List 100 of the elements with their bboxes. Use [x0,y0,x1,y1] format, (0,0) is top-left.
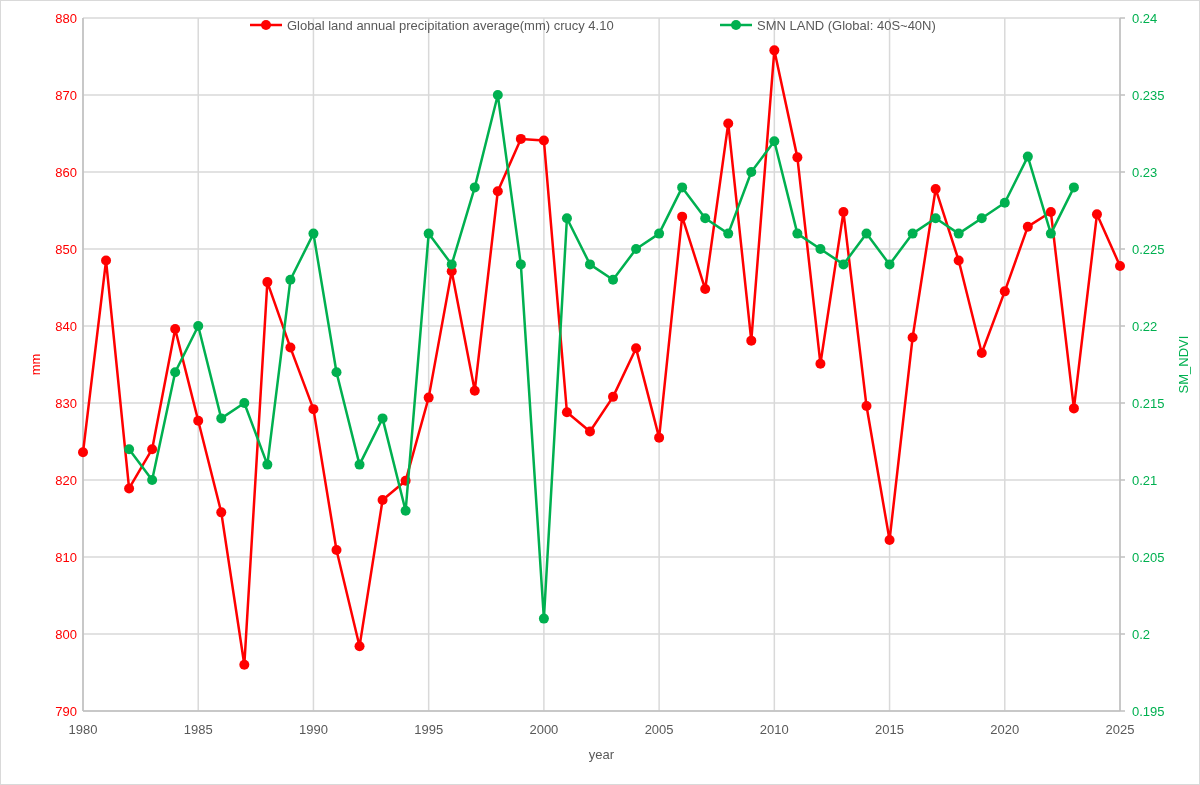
point [700,284,711,295]
y-tick-label: 840 [55,319,77,334]
point [285,274,296,285]
point [1045,228,1056,239]
point [469,385,480,396]
y2-tick-label: 0.215 [1132,396,1165,411]
point [930,183,941,194]
point [999,197,1010,208]
point [170,367,181,378]
point [608,391,619,402]
point [792,152,803,163]
point [976,347,987,358]
point [170,324,181,335]
point [1045,207,1056,218]
point [423,228,434,239]
point [285,342,296,353]
y-tick-label: 800 [55,627,77,642]
point [262,277,273,288]
point [147,444,158,455]
point [446,259,457,270]
point [331,367,342,378]
point [216,507,227,518]
point [492,186,503,197]
point [884,259,895,270]
point [1022,151,1033,162]
point [953,255,964,266]
point [1068,182,1079,193]
point [193,415,204,426]
point [492,90,503,100]
point [815,358,826,369]
point [999,286,1010,297]
y-tick-label: 850 [55,242,77,257]
y-axis-title: mm [28,353,43,376]
x-tick-label: 2010 [759,722,789,737]
point [78,447,88,458]
point [792,228,803,239]
point [746,335,757,346]
point [677,211,688,222]
point [1022,221,1033,232]
y-tick-label: 830 [55,396,77,411]
point [262,459,273,470]
point [1068,403,1079,414]
y-tick-label: 880 [55,11,77,26]
point [239,659,250,670]
y2-tick-label: 0.21 [1132,473,1158,488]
point [769,136,780,147]
point [354,459,365,470]
point [124,444,135,455]
y2-tick-label: 0.235 [1132,88,1165,103]
point [769,45,780,56]
point [746,167,757,177]
x-tick-label: 1985 [183,722,213,737]
y2-tick-label: 0.205 [1132,550,1165,565]
legend-label: Global land annual precipitation average(mm) crucy 4.10 [287,18,614,33]
y2-tick-label: 0.195 [1132,704,1165,719]
point [469,182,480,193]
point [654,432,665,443]
x-tick-label: 2000 [529,722,559,737]
point [976,213,987,224]
point [654,228,665,239]
y-tick-label: 860 [55,165,77,180]
y-tick-label: 810 [55,550,77,565]
point [1091,209,1102,220]
y2-tick-label: 0.24 [1132,11,1158,26]
point [907,228,918,239]
point [1115,260,1125,271]
y2-tick-label: 0.23 [1132,165,1158,180]
point [930,213,941,224]
point [216,413,227,424]
x-tick-label: 1980 [68,722,98,737]
y2-tick-label: 0.22 [1132,319,1158,334]
point [538,135,549,146]
point [631,343,642,354]
point [515,259,526,270]
point [561,213,572,224]
point [308,228,319,239]
point [538,613,549,624]
point [423,392,434,403]
point [631,244,642,254]
point [561,407,572,418]
point [723,228,734,239]
y2-tick-label: 0.225 [1132,242,1165,257]
point [193,321,204,331]
x-tick-label: 1995 [414,722,444,737]
point [377,495,388,506]
point [861,228,872,239]
point [308,404,319,415]
x-tick-label: 2025 [1105,722,1135,737]
point [101,255,112,266]
point [354,641,365,652]
point [907,332,918,343]
x-tick-label: 2020 [990,722,1020,737]
y-tick-label: 820 [55,473,77,488]
point [838,207,849,218]
point [723,118,734,129]
x-tick-label: 2005 [644,722,674,737]
point [953,228,964,239]
point [239,398,250,408]
x-tick-label: 2015 [875,722,905,737]
x-axis-title: year [588,747,615,762]
